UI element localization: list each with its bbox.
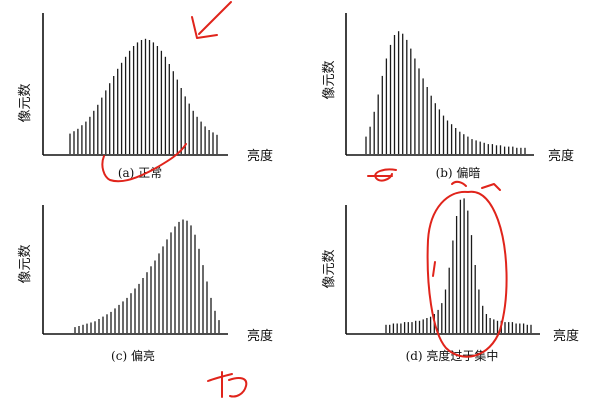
annotation-char-bottom <box>207 371 248 398</box>
panel-c: 像元数 亮度 (c) 偏亮 <box>18 205 273 363</box>
annotation-tick-b <box>481 183 501 191</box>
panel-d-bars <box>385 198 532 333</box>
panel-a-ylabel: 像元数 <box>18 83 33 122</box>
panel-d-xlabel: 亮度 <box>553 328 579 344</box>
panel-c-ylabel: 像元数 <box>18 244 33 283</box>
annotation-circle-d <box>426 190 508 358</box>
panel-b-bars <box>365 31 526 154</box>
panel-b-caption: (b) 偏暗 <box>436 165 481 180</box>
panel-c-caption: (c) 偏亮 <box>111 348 155 363</box>
panel-a-xlabel: 亮度 <box>247 148 273 164</box>
panel-a: 像元数 亮度 (a) 正常 <box>18 13 273 180</box>
panel-a-caption: (a) 正常 <box>118 166 162 180</box>
panel-b: 像元数 亮度 (b) 偏暗 <box>322 13 574 180</box>
panel-c-xlabel: 亮度 <box>247 328 273 344</box>
annotation-arrow-top <box>191 1 232 39</box>
annotation-underline-a <box>101 143 187 183</box>
annotation-mark-d <box>432 261 436 277</box>
panel-b-ylabel: 像元数 <box>322 60 337 99</box>
panel-d-ylabel: 像元数 <box>322 249 337 288</box>
annotation-arrow-b <box>367 168 397 182</box>
panel-a-bars <box>69 38 218 154</box>
panel-d-caption: (d) 亮度过于集中 <box>406 348 499 363</box>
panel-b-xlabel: 亮度 <box>548 148 574 164</box>
panel-c-bars <box>74 219 220 333</box>
panel-d: 像元数 亮度 (d) 亮度过于集中 <box>322 198 579 363</box>
annotations <box>101 1 508 398</box>
annotation-tick-d <box>451 180 467 187</box>
